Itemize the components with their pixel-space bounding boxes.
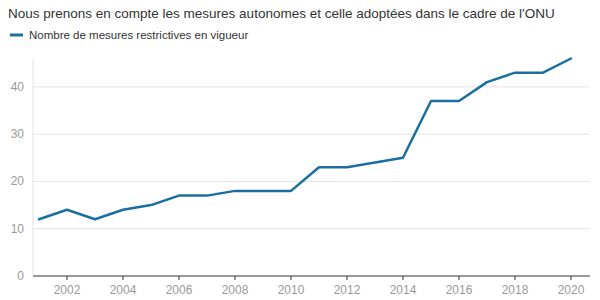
x-tick [347, 276, 348, 280]
y-tick-label: 10 [11, 222, 25, 236]
baseline [33, 276, 590, 277]
x-tick-label: 2006 [166, 283, 193, 297]
x-tick [403, 276, 404, 280]
x-tick [67, 276, 68, 280]
title: Nous prenons en compte les mesures auton… [8, 6, 555, 21]
grid-line [33, 228, 590, 229]
x-tick-label: 2004 [110, 283, 137, 297]
x-tick [123, 276, 124, 280]
x-tick [235, 276, 236, 280]
x-tick [179, 276, 180, 280]
x-tick-label: 2016 [446, 283, 473, 297]
x-tick [291, 276, 292, 280]
x-tick-label: 2008 [222, 283, 249, 297]
y-tick-label: 30 [11, 127, 25, 141]
y-tick-label: 0 [17, 269, 24, 283]
grid-line [33, 181, 590, 182]
series-line [39, 59, 571, 220]
x-tick-label: 2018 [502, 283, 529, 297]
y-tick-label: 40 [11, 80, 25, 94]
grid-line [33, 134, 590, 135]
x-tick-label: 2020 [558, 283, 585, 297]
plot-area [39, 59, 571, 220]
x-tick-label: 2002 [54, 283, 81, 297]
chart-svg: Nous prenons en compte les mesures auton… [0, 0, 600, 300]
legend-label: Nombre de mesures restrictives en vigueu… [29, 29, 248, 41]
chart-container: Nous prenons en compte les mesures auton… [0, 0, 600, 300]
x-tick-label: 2012 [334, 283, 361, 297]
x-tick-label: 2014 [390, 283, 417, 297]
x-tick [515, 276, 516, 280]
y-tick-label: 20 [11, 174, 25, 188]
x-tick [571, 276, 572, 280]
y-axis-line [33, 59, 34, 277]
legend-swatch [10, 34, 23, 37]
grid-line [33, 86, 590, 87]
x-tick-label: 2010 [278, 283, 305, 297]
x-tick [459, 276, 460, 280]
